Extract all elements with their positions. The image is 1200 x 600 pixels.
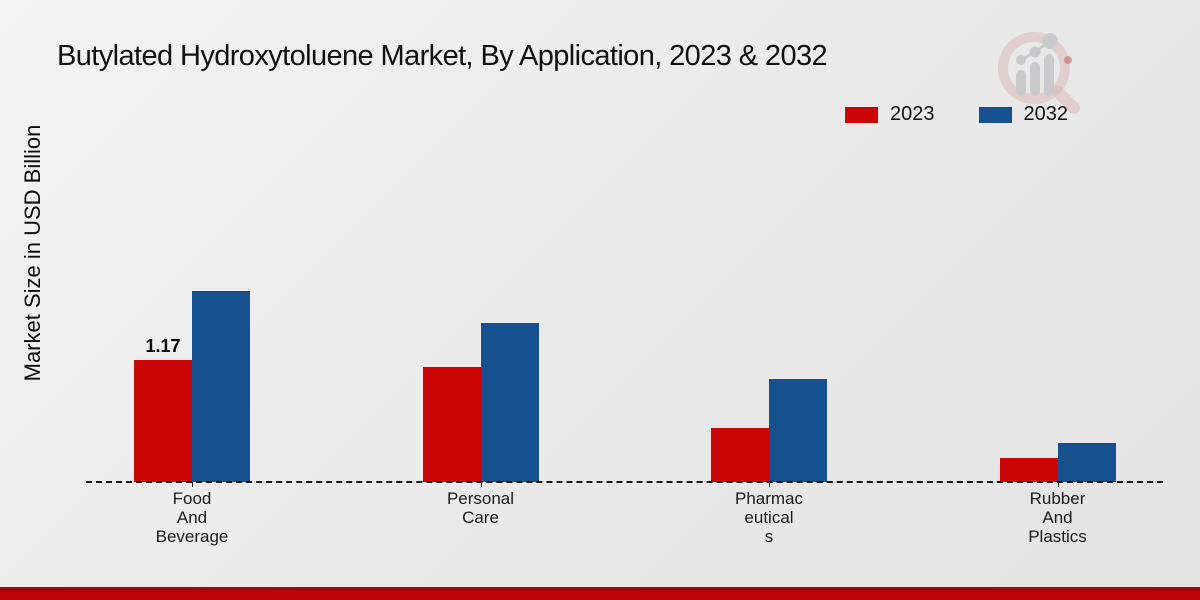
- x-axis-category-label: Personal Care: [446, 489, 515, 527]
- x-axis-tick: [769, 482, 770, 487]
- bar-2023-2: [422, 367, 481, 482]
- legend-item-2023: 2023: [845, 103, 935, 126]
- x-axis-category-label: Pharmac eutical s: [734, 489, 804, 546]
- bar-2023-3: [711, 428, 769, 482]
- legend-swatch-2032: [978, 106, 1012, 123]
- legend-item-2032: 2032: [978, 103, 1069, 126]
- x-axis-tick: [192, 482, 193, 487]
- x-axis-tick: [480, 482, 482, 487]
- bar-value-label: 1.17: [145, 336, 181, 356]
- chart-title: Butylated Hydroxytoluene Market, By Appl…: [57, 40, 828, 72]
- x-axis-category-label: Rubber And Plastics: [1028, 489, 1087, 546]
- footer-red-band: [0, 587, 1200, 600]
- brand-logo-watermark: [992, 28, 1102, 121]
- legend: 2023 2032: [845, 103, 1068, 126]
- bar-2032-3: [769, 379, 827, 482]
- x-axis-category-label: Food And Beverage: [155, 489, 229, 546]
- legend-swatch-2023: [845, 106, 878, 123]
- x-axis-baseline: [86, 481, 1163, 483]
- bar-2032-2: [480, 323, 539, 482]
- bar-2032-1: [192, 291, 250, 482]
- legend-label: 2032: [1023, 103, 1069, 125]
- x-axis-tick: [1057, 482, 1059, 487]
- bar-2023-1: [134, 360, 192, 482]
- magnifier-chart-icon: [998, 32, 1080, 114]
- bar-2032-4: [1057, 443, 1116, 482]
- legend-label: 2023: [890, 103, 935, 125]
- bar-2023-4: [999, 458, 1058, 482]
